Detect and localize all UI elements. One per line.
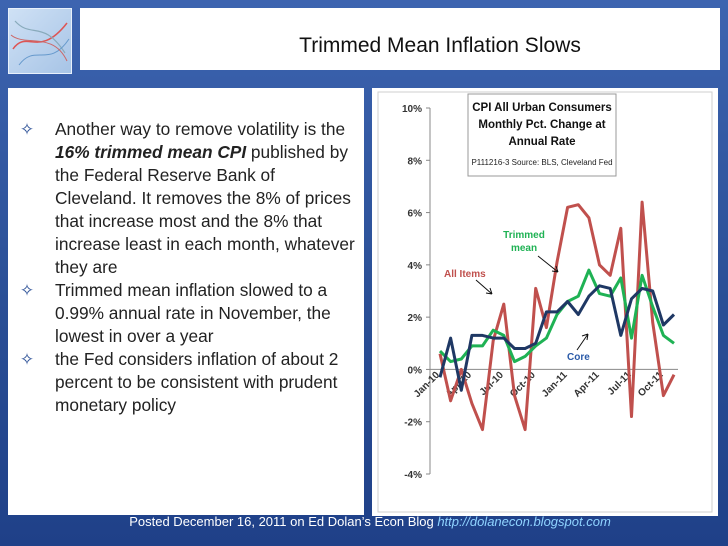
bullet-item: ✧ the Fed considers inflation of about 2 …	[18, 348, 356, 417]
y-tick-label: 8%	[408, 156, 423, 167]
series-line-all-items	[438, 200, 676, 432]
four-point-star-bullet-icon: ✧	[19, 350, 35, 369]
title-bar: Trimmed Mean Inflation Slows	[80, 8, 720, 70]
logo-graphic	[10, 20, 70, 66]
cpi-line-chart: -4%-2%0%2%4%6%8%10% Jan-10 Apr-10 Jul-10 Oc…	[377, 91, 713, 513]
bullet-list: ✧ Another way to remove volatility is the…	[8, 88, 364, 417]
bullet-text: published by the Federal Reserve Bank of…	[55, 142, 355, 277]
series-line-trimmed-mean	[438, 268, 675, 364]
blog-link[interactable]: http://dolanecon.blogspot.com	[437, 514, 611, 529]
y-tick-label: -4%	[404, 470, 422, 481]
annotation-trimmed-line-1: Trimmed	[503, 230, 545, 241]
y-tick-label: 0%	[408, 365, 423, 376]
footer-text: Posted December 16, 2011 on Ed Dolan’s E…	[129, 514, 438, 529]
chart-title-box: CPI All Urban Consumers Monthly Pct. Cha…	[467, 93, 617, 177]
chart-title-box-frame	[467, 93, 617, 177]
y-tick-label: 4%	[408, 261, 423, 272]
bullet-text: Trimmed mean inflation slowed to a 0.99%…	[55, 280, 331, 346]
series-lines	[438, 200, 676, 432]
annotation-trimmed-arrow-icon	[537, 255, 559, 273]
y-tick-labels: -4% -2% 0% 2% 4% 6% 8% 10%	[402, 104, 430, 481]
logo-image	[8, 8, 72, 74]
chart-panel: -4% -2% 0% 2% 4% 6% 8% 10% Jan-10 Apr-10 Jul-10 Oc…	[372, 88, 718, 516]
chart-source: P111216-3 Source: BLS, Cleveland Fed	[471, 158, 612, 167]
four-point-star-bullet-icon: ✧	[19, 120, 35, 139]
bullet-emphasis: 16% trimmed mean CPI	[55, 142, 247, 162]
y-tick-label: 10%	[402, 104, 422, 115]
chart-title-line-1: CPI All Urban Consumers	[472, 102, 612, 114]
four-point-star-bullet-icon: ✧	[19, 281, 35, 300]
y-tick-label: 2%	[408, 313, 423, 324]
chart-title-line-2: Monthly Pct. Change at	[478, 119, 605, 131]
annotation-trimmed-line-2: mean	[511, 243, 537, 254]
annotation-all-items: All Items	[444, 269, 486, 280]
bullet-item: ✧ Another way to remove volatility is the…	[18, 118, 356, 279]
bullet-item: ✧ Trimmed mean inflation slowed to a 0.99…	[18, 279, 356, 348]
chart-title-line-3: Annual Rate	[508, 136, 575, 148]
footer: Posted December 16, 2011 on Ed Dolan’s E…	[0, 514, 728, 529]
annotation-all-items-arrow-icon	[475, 279, 493, 295]
annotation-core: Core	[567, 352, 590, 363]
y-tick-label: 6%	[408, 209, 423, 220]
slide-title: Trimmed Mean Inflation Slows	[299, 34, 581, 57]
text-panel: ✧ Another way to remove volatility is the…	[8, 88, 364, 515]
y-tick-label: -2%	[404, 418, 422, 429]
bullet-text: Another way to remove volatility is the	[55, 119, 346, 139]
annotation-core-arrow-icon	[576, 333, 589, 351]
bullet-text: the Fed considers inflation of about 2 p…	[55, 349, 339, 415]
series-line-core	[438, 284, 676, 392]
